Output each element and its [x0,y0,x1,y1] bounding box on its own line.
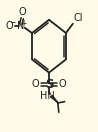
Text: HN: HN [40,91,55,101]
Text: S: S [45,78,53,91]
Text: O: O [32,79,39,89]
Text: +: + [20,19,27,28]
Text: O: O [59,79,66,89]
Text: Cl: Cl [73,13,83,23]
Text: O: O [6,21,13,31]
Text: −: − [9,19,16,28]
Text: O: O [18,7,26,17]
Text: N: N [17,21,24,31]
